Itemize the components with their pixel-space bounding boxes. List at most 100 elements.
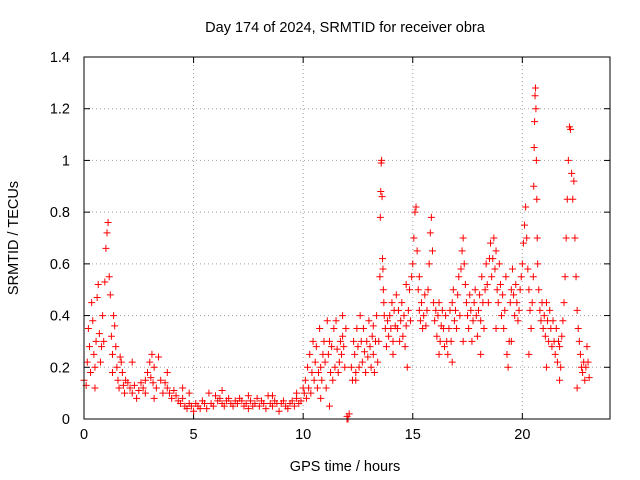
data-point (528, 299, 536, 307)
data-point (542, 299, 550, 307)
data-point (352, 376, 360, 384)
data-point (203, 405, 211, 413)
data-point (579, 368, 587, 376)
data-point (527, 325, 535, 332)
data-point (99, 312, 107, 320)
data-point (480, 325, 488, 332)
data-point (279, 397, 287, 405)
data-point (411, 208, 419, 216)
data-point (368, 332, 376, 340)
data-point (473, 332, 481, 340)
data-point (293, 389, 301, 397)
data-point (373, 312, 381, 320)
data-point (412, 203, 420, 211)
data-point (416, 317, 424, 325)
data-point (450, 317, 458, 325)
data-point (410, 234, 418, 242)
data-point (380, 299, 388, 307)
data-point (427, 213, 435, 221)
data-point (176, 399, 184, 407)
data-point (104, 218, 112, 226)
data-point (315, 368, 323, 376)
data-point (321, 358, 329, 366)
data-point (408, 273, 416, 281)
data-point (95, 330, 103, 338)
data-point (144, 368, 152, 376)
data-point (518, 260, 526, 268)
data-point (495, 260, 503, 268)
y-tick-label: 0.2 (50, 360, 70, 376)
data-point (262, 405, 270, 413)
data-point (386, 312, 394, 320)
data-point (328, 343, 336, 351)
data-point (436, 337, 444, 345)
data-point (571, 234, 579, 242)
data-point (513, 299, 521, 307)
data-point (458, 247, 466, 255)
data-point (493, 286, 501, 294)
data-point (409, 260, 417, 268)
data-point (570, 177, 578, 185)
data-point (441, 343, 449, 351)
data-point (365, 317, 373, 325)
y-axis-label: SRMTID / TECUs (6, 181, 22, 295)
data-point (516, 286, 524, 294)
data-point (83, 358, 91, 366)
data-point (414, 286, 422, 294)
data-point (392, 291, 400, 299)
data-point (313, 384, 321, 392)
data-point (573, 384, 581, 392)
data-point (490, 234, 498, 242)
data-point (388, 299, 396, 307)
data-point (163, 368, 171, 376)
data-point (399, 332, 407, 340)
data-point (393, 325, 401, 332)
data-point (422, 322, 430, 330)
data-point (309, 337, 317, 345)
data-point (426, 229, 434, 237)
data-points (80, 84, 593, 423)
data-point (96, 358, 104, 366)
data-point (297, 397, 305, 405)
data-point (376, 273, 384, 281)
data-point (457, 265, 465, 273)
data-point (147, 374, 155, 382)
data-point (139, 384, 147, 392)
data-point (530, 144, 538, 151)
data-point (535, 286, 543, 294)
data-point (351, 350, 359, 358)
data-point (359, 325, 367, 332)
data-point (472, 312, 480, 320)
data-point (354, 343, 362, 351)
data-point (185, 389, 193, 397)
data-point (532, 105, 540, 113)
data-point (582, 363, 590, 371)
data-point (418, 299, 426, 307)
data-point (339, 332, 347, 340)
data-point (218, 387, 226, 395)
data-point (525, 350, 533, 358)
data-point (511, 312, 519, 320)
data-point (403, 363, 411, 371)
data-point (522, 203, 530, 211)
data-point (179, 394, 187, 402)
data-point (523, 234, 531, 242)
data-point (379, 255, 387, 263)
x-tick-label: 20 (514, 427, 530, 443)
data-point (435, 350, 443, 358)
data-point (494, 299, 502, 307)
data-point (506, 299, 514, 307)
data-point (112, 343, 120, 351)
data-point (308, 368, 316, 376)
data-point (329, 376, 337, 384)
data-point (389, 337, 397, 345)
data-point (453, 325, 461, 332)
data-point (525, 286, 533, 294)
data-point (455, 273, 463, 281)
data-point (284, 405, 292, 413)
data-point (484, 299, 492, 307)
data-point (471, 286, 479, 294)
data-point (502, 273, 510, 281)
y-tick-label: 0 (62, 412, 70, 428)
data-point (433, 332, 441, 340)
